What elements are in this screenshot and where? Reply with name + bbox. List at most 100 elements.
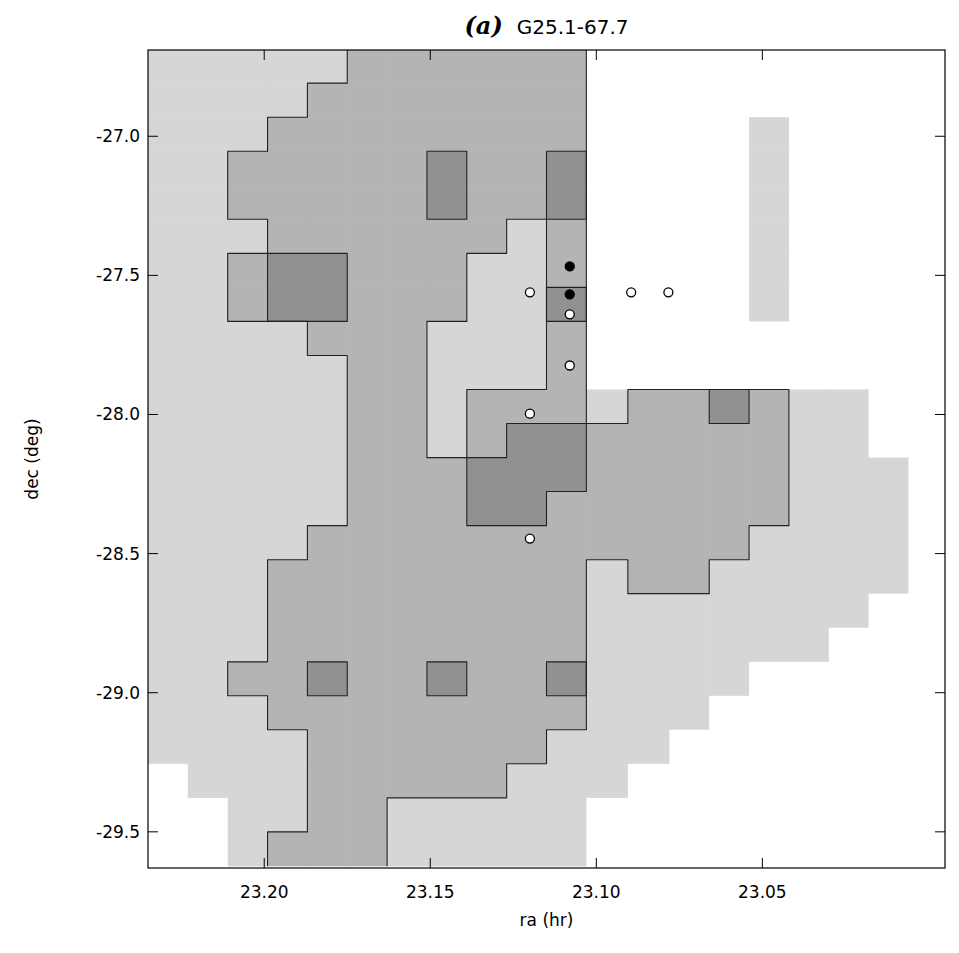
cell xyxy=(347,730,387,765)
cell xyxy=(586,253,628,288)
cell xyxy=(268,83,308,118)
cell xyxy=(427,287,467,322)
cell xyxy=(628,458,670,493)
cell xyxy=(869,560,909,595)
cell xyxy=(387,458,427,493)
cell xyxy=(307,764,347,799)
x-tick-label: 23.05 xyxy=(738,882,787,902)
cell xyxy=(669,662,709,697)
cell xyxy=(307,492,347,527)
cell xyxy=(829,696,869,731)
cell xyxy=(268,764,308,799)
cell xyxy=(387,389,427,424)
cell xyxy=(307,560,347,595)
cell xyxy=(789,83,829,118)
cell xyxy=(507,798,547,833)
cell xyxy=(228,389,268,424)
cell xyxy=(228,458,268,493)
x-tick xyxy=(264,50,265,60)
cell xyxy=(749,83,789,118)
x-tick-label: 23.20 xyxy=(240,882,289,902)
x-tick xyxy=(596,858,597,868)
cell xyxy=(467,764,507,799)
cell xyxy=(148,321,188,356)
cell xyxy=(547,151,587,186)
cell xyxy=(709,389,749,424)
cell xyxy=(829,50,869,84)
cell xyxy=(268,219,308,254)
cell xyxy=(749,151,789,186)
cell xyxy=(347,526,387,561)
cell xyxy=(669,832,709,867)
y-tick-label: -28.5 xyxy=(96,544,140,564)
cell xyxy=(669,424,709,459)
cell xyxy=(586,832,628,867)
cell xyxy=(829,151,869,186)
cell xyxy=(709,321,749,356)
cell xyxy=(427,492,467,527)
cell xyxy=(188,696,228,731)
cell xyxy=(749,832,789,867)
cell xyxy=(188,151,228,186)
contour xyxy=(228,50,789,866)
cell xyxy=(188,560,228,595)
cell xyxy=(908,594,945,629)
cell xyxy=(347,151,387,186)
cell xyxy=(547,389,587,424)
cell xyxy=(628,151,670,186)
cell xyxy=(507,50,547,84)
cell xyxy=(709,151,749,186)
y-tick xyxy=(148,831,158,832)
cell xyxy=(586,424,628,459)
cell xyxy=(307,458,347,493)
cell xyxy=(628,764,670,799)
cell xyxy=(427,458,467,493)
y-tick-label: -27.0 xyxy=(96,126,140,146)
cell xyxy=(908,526,945,561)
cell xyxy=(347,628,387,663)
cell xyxy=(148,594,188,629)
cell xyxy=(427,389,467,424)
x-axis-title: ra (hr) xyxy=(520,910,574,930)
x-tick xyxy=(430,50,431,60)
cell xyxy=(829,287,869,322)
cell xyxy=(789,594,829,629)
cell xyxy=(467,253,507,288)
y-tick xyxy=(148,414,158,415)
cell xyxy=(709,424,749,459)
cell xyxy=(228,594,268,629)
cell xyxy=(507,219,547,254)
cell xyxy=(148,83,188,118)
cell xyxy=(507,662,547,697)
cell xyxy=(507,321,547,356)
cell xyxy=(869,389,909,424)
cell xyxy=(829,424,869,459)
cell xyxy=(829,764,869,799)
cell xyxy=(669,492,709,527)
cell xyxy=(347,253,387,288)
cell xyxy=(709,355,749,390)
cell xyxy=(628,560,670,595)
cell xyxy=(387,117,427,152)
cell xyxy=(148,424,188,459)
cell xyxy=(467,83,507,118)
cell xyxy=(829,355,869,390)
cell xyxy=(148,253,188,288)
cell xyxy=(869,83,909,118)
cell xyxy=(268,321,308,356)
cell xyxy=(869,287,909,322)
cell xyxy=(268,832,308,867)
cell xyxy=(427,83,467,118)
cell xyxy=(869,832,909,867)
cell xyxy=(789,287,829,322)
cell xyxy=(228,696,268,731)
cell xyxy=(467,628,507,663)
cell xyxy=(829,492,869,527)
cell xyxy=(427,696,467,731)
cell xyxy=(908,424,945,459)
cell xyxy=(628,83,670,118)
cell xyxy=(228,730,268,765)
cell xyxy=(709,83,749,118)
cell xyxy=(268,628,308,663)
cell xyxy=(908,798,945,833)
